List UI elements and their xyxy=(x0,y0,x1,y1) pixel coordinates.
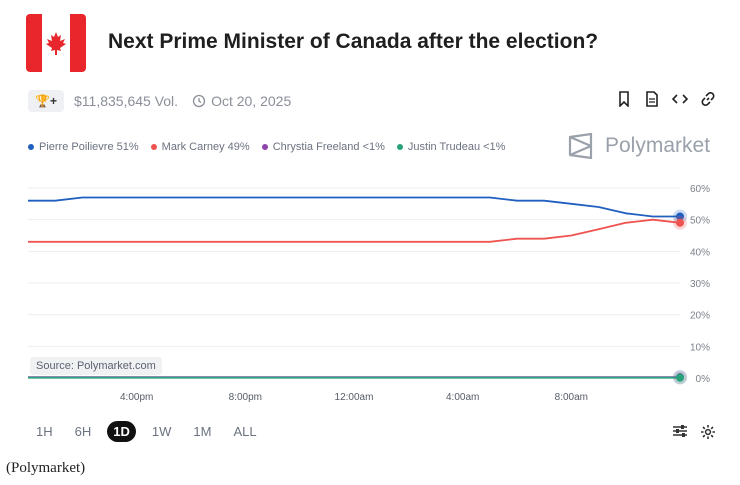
legend-item: Chrystia Freeland <1% xyxy=(261,141,385,153)
x-tick-label: 8:00am xyxy=(555,392,588,403)
series-line-mark-carney xyxy=(28,218,681,243)
series-line-pierre-poilievre xyxy=(28,196,680,218)
price-chart[interactable]: 0% 10% 20% 30% 40% 50% 60% 4:00pm 8:00pm 12:00am 4… xyxy=(0,170,740,410)
range-button-1d[interactable]: 1D xyxy=(107,421,136,442)
x-tick-label: 8:00pm xyxy=(229,392,262,403)
action-icons xyxy=(616,91,716,110)
legend-item: Mark Carney 49% xyxy=(150,141,250,153)
endpoint-marker xyxy=(676,212,684,221)
range-button-1m[interactable]: 1M xyxy=(193,424,212,439)
embed-code-icon[interactable] xyxy=(671,91,689,110)
x-tick-label: 4:00am xyxy=(446,392,479,403)
trophy-plus: + xyxy=(49,94,57,108)
brand-name: Polymarket xyxy=(605,134,711,157)
clock-icon xyxy=(192,94,206,108)
legend-dot-icon xyxy=(261,144,268,150)
range-button-1w[interactable]: 1W xyxy=(151,424,172,439)
y-tick-label: 30% xyxy=(690,279,710,290)
date-text: Oct 20, 2025 xyxy=(192,93,291,109)
legend-item: Justin Trudeau <1% xyxy=(396,141,506,153)
legend-label: Justin Trudeau <1% xyxy=(407,141,506,153)
range-button-1h[interactable]: 1H xyxy=(36,424,53,439)
page-title: Next Prime Minister of Canada after the … xyxy=(108,30,599,53)
legend-label: Chrystia Freeland <1% xyxy=(272,141,385,153)
y-tick-label: 20% xyxy=(690,311,710,322)
chart-legend: Pierre Poilievre 51% Mark Carney 49% Chrys… xyxy=(28,141,505,153)
legend-dot-icon xyxy=(150,144,157,150)
end-date: Oct 20, 2025 xyxy=(211,93,292,109)
x-tick-label: 12:00am xyxy=(335,392,374,403)
y-tick-label: 50% xyxy=(690,216,710,227)
maple-leaf-icon xyxy=(46,32,66,55)
link-icon[interactable] xyxy=(700,91,716,110)
polymarket-brand: Polymarket xyxy=(567,133,710,159)
time-range-selector: 1H 6H 1D 1W 1M ALL xyxy=(30,421,263,442)
bookmark-icon[interactable] xyxy=(616,91,632,110)
document-icon[interactable] xyxy=(644,91,660,110)
volume-text: $11,835,645 Vol. xyxy=(74,93,179,109)
market-meta: 🏆 + $11,835,645 Vol. Oct 20, 2025 xyxy=(28,90,291,112)
settings-gear-icon[interactable] xyxy=(700,424,716,444)
y-tick-label: 0% xyxy=(696,374,711,385)
endpoint-marker xyxy=(676,373,684,382)
sliders-icon[interactable] xyxy=(672,424,688,444)
source-label: Source: Polymarket.com xyxy=(30,357,162,375)
chart-tools xyxy=(672,424,716,444)
legend-label: Mark Carney 49% xyxy=(161,141,250,153)
y-tick-label: 40% xyxy=(690,247,710,258)
endpoint-marker xyxy=(676,218,684,227)
legend-item: Pierre Poilievre 51% xyxy=(28,141,139,153)
caption: (Polymarket) xyxy=(6,460,86,476)
range-button-all[interactable]: ALL xyxy=(233,424,257,439)
canada-flag-icon xyxy=(26,14,86,72)
range-button-6h[interactable]: 6H xyxy=(74,424,92,439)
legend-dot-icon xyxy=(28,144,34,150)
y-tick-label: 60% xyxy=(690,184,710,195)
y-tick-label: 10% xyxy=(690,342,710,353)
trophy-icon[interactable]: 🏆 + xyxy=(28,90,64,112)
legend-label: Pierre Poilievre 51% xyxy=(39,141,139,153)
polymarket-logo-icon xyxy=(568,133,593,159)
legend-dot-icon xyxy=(396,144,403,150)
x-tick-label: 4:00pm xyxy=(120,392,153,403)
